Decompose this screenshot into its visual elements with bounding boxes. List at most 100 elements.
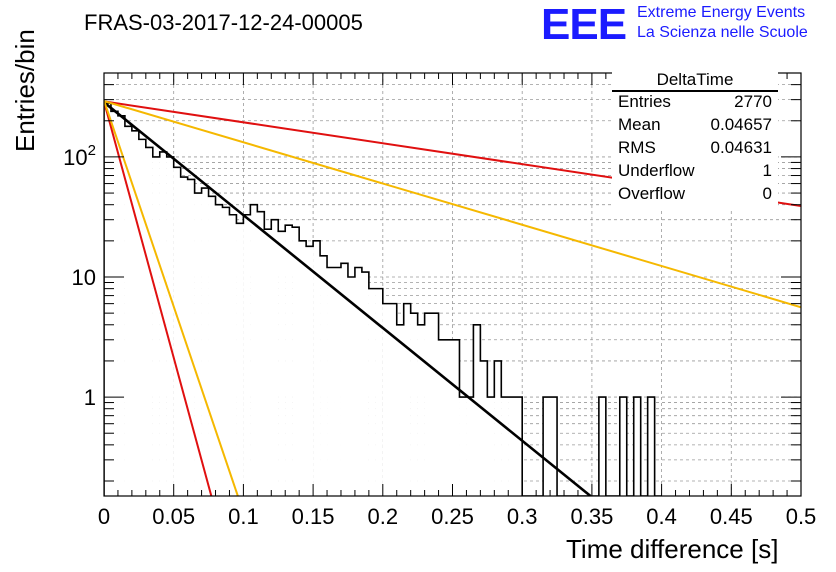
histogram-bin bbox=[222, 207, 230, 496]
histogram-bin bbox=[396, 324, 404, 496]
stat-label: Overflow bbox=[618, 184, 686, 203]
histogram-bin bbox=[215, 204, 223, 496]
histogram-bin bbox=[257, 211, 265, 496]
y-tick-label-base: 10 bbox=[63, 145, 87, 170]
logo-subtitle-line2: La Scienza nelle Scuole bbox=[637, 24, 808, 41]
x-tick-label: 0.2 bbox=[368, 504, 399, 529]
histogram-bin bbox=[229, 214, 237, 496]
histogram-bin bbox=[487, 397, 495, 496]
x-tick-label: 0.45 bbox=[710, 504, 753, 529]
y-axis-label: Entries/bin bbox=[10, 29, 40, 152]
stat-value: 2770 bbox=[734, 92, 772, 111]
histogram-bin bbox=[424, 313, 432, 496]
histogram-bin bbox=[173, 167, 181, 496]
stats-title: DeltaTime bbox=[656, 70, 734, 89]
histogram-bin bbox=[459, 397, 467, 496]
stat-overflow: Overflow 0 bbox=[618, 184, 772, 206]
histogram-bin bbox=[543, 397, 551, 496]
eee-logo: EEE bbox=[541, 0, 627, 49]
curve-orange_curve bbox=[104, 100, 801, 309]
x-tick-label: 0.3 bbox=[507, 504, 538, 529]
y-tick-label: 1 bbox=[84, 385, 96, 410]
histogram-bin bbox=[452, 339, 460, 496]
histogram-bin bbox=[550, 397, 558, 496]
stat-entries: Entries 2770 bbox=[618, 92, 772, 114]
x-tick-label: 0.4 bbox=[646, 504, 677, 529]
curve-fit bbox=[104, 101, 592, 496]
histogram-bin bbox=[347, 276, 355, 496]
histogram-bin bbox=[327, 267, 335, 496]
y-tick-label: 10 bbox=[72, 265, 96, 290]
histogram-bin bbox=[382, 303, 390, 496]
histogram-bin bbox=[320, 255, 328, 496]
histogram-bin bbox=[124, 126, 132, 496]
x-tick-label: 0.15 bbox=[292, 504, 335, 529]
histogram-bin bbox=[480, 360, 488, 496]
histogram-bin bbox=[271, 219, 279, 496]
stats-box: DeltaTime Entries 2770 Mean 0.04657 RMS … bbox=[612, 70, 778, 208]
histogram-bin bbox=[473, 324, 481, 496]
stat-label: Underflow bbox=[618, 161, 695, 180]
histogram-bin bbox=[633, 397, 641, 496]
x-tick-label: 0.1 bbox=[228, 504, 259, 529]
histogram-bin bbox=[417, 324, 425, 496]
histogram-bin bbox=[159, 151, 167, 496]
histogram-bin bbox=[117, 115, 125, 496]
histogram-bin bbox=[285, 225, 293, 496]
stat-label: RMS bbox=[618, 138, 656, 157]
stats-divider bbox=[612, 90, 778, 92]
histogram-bin bbox=[131, 130, 139, 496]
stat-value: 0.04631 bbox=[710, 138, 772, 157]
histogram-bin bbox=[466, 397, 474, 496]
histogram-bin bbox=[598, 397, 606, 496]
histogram-bin bbox=[354, 267, 362, 496]
histogram-bin bbox=[431, 313, 439, 496]
histogram-bin bbox=[208, 196, 216, 496]
histogram-bin bbox=[138, 139, 146, 496]
histogram-bin bbox=[403, 303, 411, 496]
x-tick-label: 0.35 bbox=[570, 504, 613, 529]
histogram-bin bbox=[494, 360, 502, 496]
histogram-bin bbox=[264, 229, 272, 496]
histogram-bin bbox=[410, 313, 418, 496]
curve-orange_curve bbox=[104, 100, 239, 496]
histogram-bin bbox=[166, 156, 174, 496]
stat-mean: Mean 0.04657 bbox=[618, 115, 772, 137]
stat-label: Mean bbox=[618, 115, 661, 134]
stat-label: Entries bbox=[618, 92, 671, 111]
histogram-bin bbox=[250, 204, 258, 496]
histogram-bin bbox=[152, 156, 160, 496]
histogram-bin bbox=[145, 147, 153, 496]
histogram-bin bbox=[110, 111, 118, 496]
x-axis-ticks: 0 0.05 0.1 0.15 0.2 0.25 0.3 0.35 0.4 0.45 0.5 bbox=[98, 73, 816, 529]
histogram-outline bbox=[104, 102, 662, 496]
histogram-bin bbox=[236, 223, 244, 496]
histogram-bin bbox=[104, 103, 111, 496]
curve-red_curve bbox=[104, 101, 213, 496]
histogram-bin bbox=[278, 231, 286, 496]
y-tick-label-exponent: 2 bbox=[88, 142, 96, 159]
histogram-bin bbox=[194, 193, 202, 496]
histogram-bin bbox=[368, 288, 376, 496]
histogram-bin bbox=[508, 397, 516, 496]
histogram-bin bbox=[515, 397, 523, 496]
histogram-bin bbox=[361, 272, 369, 496]
histogram-bin bbox=[299, 240, 307, 496]
histogram-bin bbox=[306, 246, 314, 496]
stat-value: 0.04657 bbox=[710, 115, 772, 134]
histogram-bin bbox=[243, 214, 251, 496]
stat-value: 1 bbox=[762, 161, 772, 180]
x-tick-label: 0.5 bbox=[786, 504, 817, 529]
y-tick-label: 102 bbox=[63, 142, 96, 170]
run-title: FRAS-03-2017-12-24-00005 bbox=[84, 10, 363, 35]
stat-rms: RMS 0.04631 bbox=[618, 138, 772, 160]
histogram-bin bbox=[438, 339, 446, 496]
stat-value: 0 bbox=[762, 184, 772, 203]
x-tick-label: 0 bbox=[98, 504, 110, 529]
logo-subtitle-line1: Extreme Energy Events bbox=[637, 4, 806, 21]
histogram-bin bbox=[340, 263, 348, 496]
histogram-bin bbox=[187, 179, 195, 496]
stat-underflow: Underflow 1 bbox=[618, 161, 772, 183]
histogram-bin bbox=[389, 303, 397, 496]
